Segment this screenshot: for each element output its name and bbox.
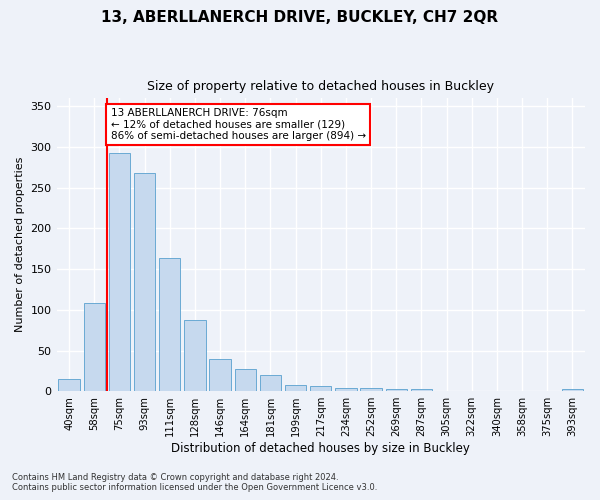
Text: Contains HM Land Registry data © Crown copyright and database right 2024.
Contai: Contains HM Land Registry data © Crown c… bbox=[12, 473, 377, 492]
Y-axis label: Number of detached properties: Number of detached properties bbox=[15, 157, 25, 332]
Bar bbox=[159, 258, 181, 391]
Bar bbox=[386, 389, 407, 391]
Bar bbox=[184, 320, 206, 391]
Bar bbox=[285, 384, 307, 391]
Bar bbox=[335, 388, 356, 391]
Bar bbox=[361, 388, 382, 391]
Bar bbox=[235, 369, 256, 391]
Bar bbox=[109, 153, 130, 391]
Text: 13 ABERLLANERCH DRIVE: 76sqm
← 12% of detached houses are smaller (129)
86% of s: 13 ABERLLANERCH DRIVE: 76sqm ← 12% of de… bbox=[110, 108, 366, 142]
Bar bbox=[209, 358, 231, 391]
Text: 13, ABERLLANERCH DRIVE, BUCKLEY, CH7 2QR: 13, ABERLLANERCH DRIVE, BUCKLEY, CH7 2QR bbox=[101, 10, 499, 25]
Bar bbox=[134, 173, 155, 391]
X-axis label: Distribution of detached houses by size in Buckley: Distribution of detached houses by size … bbox=[172, 442, 470, 455]
Bar bbox=[411, 389, 432, 391]
Bar bbox=[83, 302, 105, 391]
Bar bbox=[58, 379, 80, 391]
Title: Size of property relative to detached houses in Buckley: Size of property relative to detached ho… bbox=[147, 80, 494, 93]
Bar bbox=[562, 389, 583, 391]
Bar bbox=[310, 386, 331, 391]
Bar bbox=[260, 375, 281, 391]
